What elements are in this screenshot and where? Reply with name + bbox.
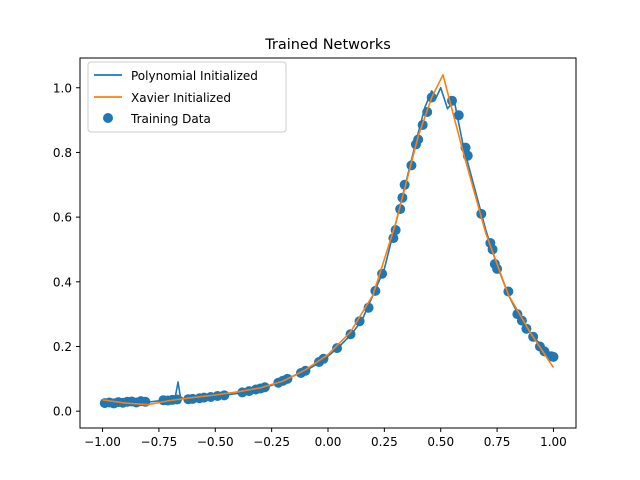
y-axis: 0.0 0.2 0.4 0.6 0.8 1.0 — [53, 81, 80, 419]
y-tick-label: 1.0 — [53, 81, 72, 95]
y-tick-label: 0.6 — [53, 211, 72, 225]
legend-label-xavier: Xavier Initialized — [131, 91, 231, 105]
y-tick-label: 0.4 — [53, 275, 72, 289]
x-tick-label: −0.25 — [253, 435, 290, 449]
x-tick-label: 0.50 — [427, 435, 454, 449]
x-tick-label: −0.50 — [197, 435, 234, 449]
y-tick-label: 0.2 — [53, 340, 72, 354]
x-tick-label: 0.25 — [371, 435, 398, 449]
x-tick-label: −0.75 — [141, 435, 178, 449]
xavier-initialized-line — [102, 74, 555, 406]
y-tick-label: 0.8 — [53, 146, 72, 160]
x-tick-label: 0.00 — [315, 435, 342, 449]
x-tick-label: −1.00 — [84, 435, 121, 449]
polynomial-initialized-line — [102, 86, 554, 404]
legend: Polynomial Initialized Xavier Initialize… — [87, 61, 287, 133]
x-tick-label: 0.75 — [484, 435, 511, 449]
legend-label-polynomial: Polynomial Initialized — [131, 69, 258, 83]
x-axis: −1.00 −0.75 −0.50 −0.25 0.00 0.25 0.50 0.75 1.00 — [84, 428, 567, 449]
y-tick-label: 0.0 — [53, 405, 72, 419]
legend-label-training-data: Training Data — [130, 112, 211, 126]
x-tick-label: 1.00 — [540, 435, 567, 449]
legend-marker-training-data — [103, 113, 113, 123]
series-layer — [99, 74, 559, 409]
chart-title: Trained Networks — [264, 37, 391, 53]
legend-box — [87, 61, 287, 133]
